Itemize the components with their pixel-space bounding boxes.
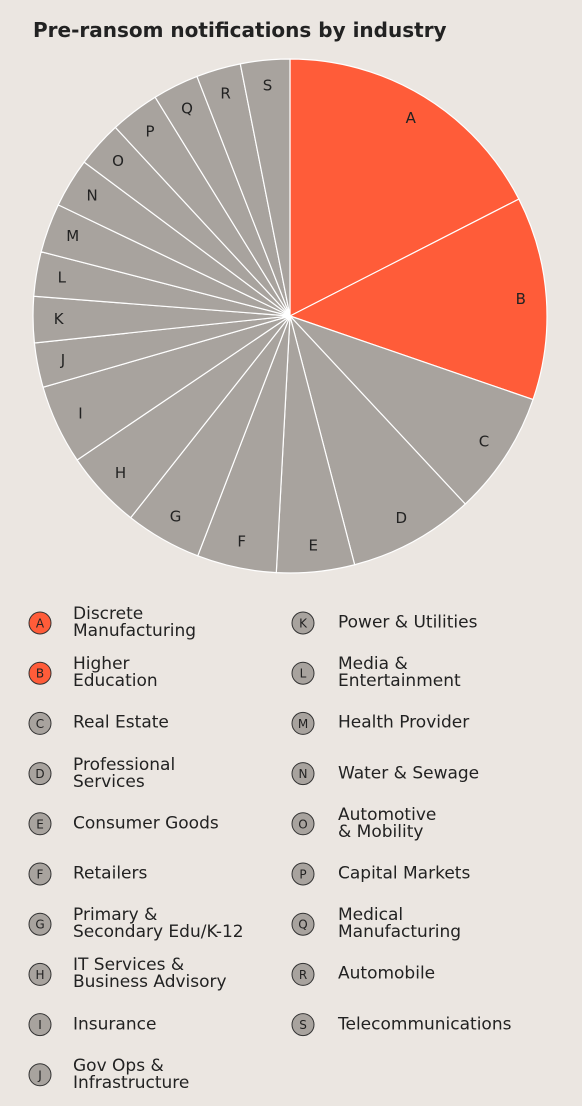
legend-label: Gov Ops & Infrastructure — [73, 1055, 190, 1093]
legend-label: Higher Education — [73, 654, 158, 692]
slice-label: S — [263, 76, 273, 94]
legend-swatch — [291, 812, 315, 836]
legend-label: Retailers — [73, 863, 148, 884]
legend-label: Medical Manufacturing — [338, 905, 462, 943]
legend-letter: G — [35, 918, 44, 932]
legend-label: Discrete Manufacturing — [73, 604, 197, 641]
slice-label: M — [66, 227, 79, 245]
legend-letter: Q — [298, 918, 307, 932]
legend-swatch — [28, 762, 52, 786]
legend-swatch — [291, 611, 315, 635]
slice-label: F — [237, 533, 246, 551]
slice-label: P — [146, 122, 155, 140]
legend-label: IT Services & Business Advisory — [73, 955, 227, 993]
legend-letter: M — [298, 717, 308, 731]
slice-label: H — [115, 464, 126, 482]
legend-letter: F — [37, 868, 44, 882]
legend-swatch — [28, 812, 52, 836]
legend-label: Professional Services — [73, 754, 176, 792]
slice-label: J — [60, 351, 65, 369]
legend-swatch — [291, 711, 315, 735]
slice-label: I — [78, 405, 82, 423]
legend-label: Power & Utilities — [338, 612, 478, 633]
legend-letter: R — [299, 968, 307, 982]
legend-swatch — [291, 1013, 315, 1037]
legend-swatch — [291, 912, 315, 936]
legend-swatch — [28, 912, 52, 936]
slice-label: C — [479, 432, 489, 450]
legend-label: Insurance — [73, 1014, 157, 1035]
legend-swatch — [291, 762, 315, 786]
legend-label: Capital Markets — [338, 863, 471, 884]
legend-swatch — [28, 962, 52, 986]
slice-label: R — [220, 84, 230, 102]
slice-label: L — [58, 269, 67, 287]
legend-swatch — [28, 711, 52, 735]
legend-letter: C — [36, 717, 44, 731]
pie-slice — [288, 198, 548, 401]
legend-letter: O — [298, 817, 307, 831]
legend-letter: P — [299, 868, 306, 882]
legend-label: Automotive & Mobility — [338, 804, 437, 842]
chart-title: Pre-ransom notifications by industry — [33, 18, 447, 42]
legend-letter: N — [299, 767, 308, 781]
slice-label: D — [396, 509, 408, 527]
legend-label: Telecommunications — [338, 1014, 512, 1035]
slice-label: G — [170, 507, 182, 525]
legend-label: Consumer Goods — [73, 813, 219, 834]
slice-label: Q — [181, 99, 193, 117]
legend-letter: H — [35, 968, 44, 982]
legend-letter: E — [36, 817, 44, 831]
legend-swatch — [28, 1063, 52, 1087]
legend-letter: A — [36, 617, 45, 631]
legend-label: Real Estate — [73, 712, 169, 733]
pie-slice — [289, 58, 520, 317]
legend-label: Media & Entertainment — [338, 654, 461, 692]
legend-label: Health Provider — [338, 712, 470, 733]
slice-label: B — [516, 290, 526, 308]
pie-slice — [289, 315, 534, 505]
slice-label: A — [406, 109, 417, 127]
legend-swatch — [291, 661, 315, 685]
legend-swatch — [28, 661, 52, 685]
legend-swatch — [291, 862, 315, 886]
slice-label: N — [87, 187, 98, 205]
legend-swatch — [28, 862, 52, 886]
slice-label: O — [112, 152, 124, 170]
legend-label: Automobile — [338, 963, 436, 984]
pie-slice — [239, 58, 291, 317]
legend-letter: S — [299, 1018, 307, 1032]
legend-swatch — [28, 1013, 52, 1037]
legend-letter: L — [300, 667, 307, 681]
pie-slice — [289, 315, 467, 566]
slice-label: K — [54, 310, 65, 328]
legend-swatch — [291, 962, 315, 986]
slice-label: E — [308, 537, 317, 555]
legend-letter: K — [299, 617, 308, 631]
legend-letter: D — [35, 767, 44, 781]
legend-letter: B — [36, 667, 44, 681]
legend-letter: I — [38, 1018, 42, 1032]
legend-label: Water & Sewage — [338, 763, 480, 784]
legend-label: Primary & Secondary Edu/K-12 — [73, 905, 244, 943]
legend-swatch — [28, 611, 52, 635]
legend-letter: J — [37, 1068, 42, 1082]
